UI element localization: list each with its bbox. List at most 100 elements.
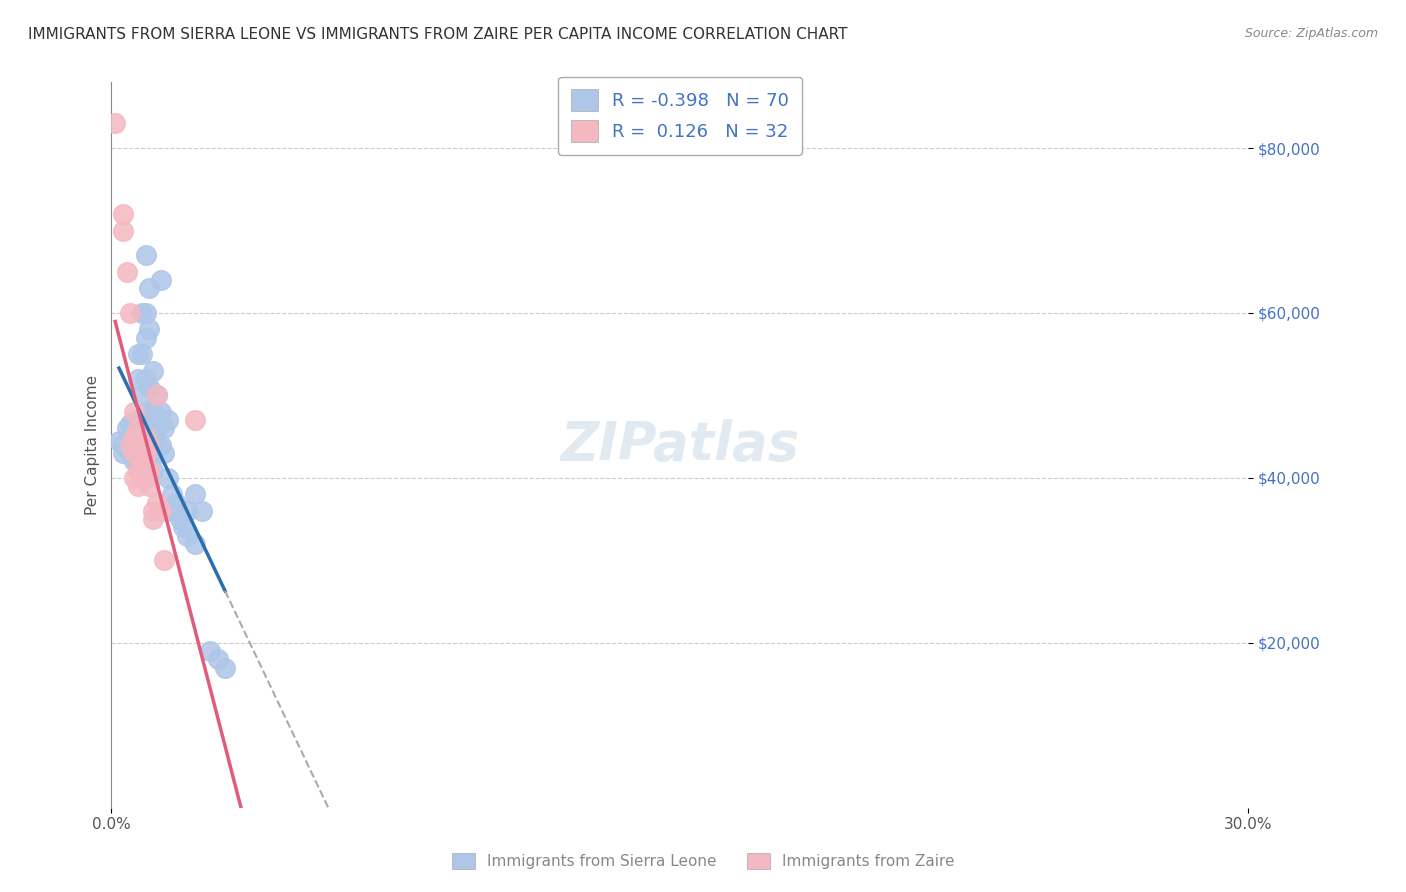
Point	[146, 388, 169, 402]
Point	[127, 347, 149, 361]
Point	[127, 463, 149, 477]
Point	[157, 471, 180, 485]
Point	[122, 430, 145, 444]
Point	[115, 421, 138, 435]
Point	[134, 372, 156, 386]
Point	[134, 438, 156, 452]
Point	[138, 438, 160, 452]
Point	[184, 413, 207, 427]
Point	[122, 471, 145, 485]
Text: IMMIGRANTS FROM SIERRA LEONE VS IMMIGRANTS FROM ZAIRE PER CAPITA INCOME CORRELAT: IMMIGRANTS FROM SIERRA LEONE VS IMMIGRAN…	[28, 27, 848, 42]
Point	[131, 454, 153, 468]
Point	[131, 471, 153, 485]
Point	[138, 463, 160, 477]
Point	[138, 479, 160, 493]
Point	[127, 458, 149, 473]
Y-axis label: Per Capita Income: Per Capita Income	[86, 375, 100, 515]
Point	[120, 438, 142, 452]
Point	[127, 446, 149, 460]
Point	[153, 553, 176, 567]
Point	[149, 273, 172, 287]
Point	[184, 487, 207, 501]
Point	[160, 487, 183, 501]
Point	[142, 512, 165, 526]
Point	[131, 421, 153, 435]
Point	[127, 413, 149, 427]
Point	[134, 430, 156, 444]
Point	[149, 504, 172, 518]
Point	[138, 281, 160, 295]
Point	[111, 223, 134, 237]
Point	[120, 438, 142, 452]
Point	[122, 446, 145, 460]
Point	[127, 372, 149, 386]
Point	[165, 495, 187, 509]
Point	[191, 504, 214, 518]
Point	[169, 512, 191, 526]
Point	[120, 306, 142, 320]
Point	[138, 438, 160, 452]
Point	[131, 434, 153, 448]
Point	[153, 421, 176, 435]
Point	[122, 446, 145, 460]
Point	[115, 265, 138, 279]
Point	[134, 248, 156, 262]
Point	[134, 446, 156, 460]
Point	[120, 446, 142, 460]
Point	[138, 380, 160, 394]
Point	[134, 471, 156, 485]
Legend: R = -0.398   N = 70, R =  0.126   N = 32: R = -0.398 N = 70, R = 0.126 N = 32	[558, 77, 801, 155]
Point	[122, 425, 145, 440]
Point	[157, 413, 180, 427]
Point	[131, 306, 153, 320]
Point	[176, 504, 198, 518]
Point	[142, 463, 165, 477]
Point	[142, 446, 165, 460]
Point	[131, 446, 153, 460]
Point	[198, 644, 221, 658]
Point	[127, 438, 149, 452]
Point	[138, 454, 160, 468]
Text: ZIPatlas: ZIPatlas	[560, 419, 800, 471]
Point	[172, 520, 194, 534]
Point	[131, 388, 153, 402]
Point	[142, 504, 165, 518]
Point	[149, 405, 172, 419]
Point	[184, 537, 207, 551]
Point	[127, 421, 149, 435]
Point	[131, 347, 153, 361]
Point	[138, 446, 160, 460]
Point	[120, 417, 142, 432]
Point	[142, 430, 165, 444]
Point	[153, 446, 176, 460]
Point	[122, 454, 145, 468]
Point	[134, 446, 156, 460]
Point	[207, 652, 229, 666]
Point	[115, 442, 138, 456]
Point	[122, 434, 145, 448]
Point	[142, 364, 165, 378]
Point	[104, 116, 127, 130]
Point	[138, 413, 160, 427]
Point	[131, 442, 153, 456]
Point	[142, 438, 165, 452]
Point	[134, 421, 156, 435]
Legend: Immigrants from Sierra Leone, Immigrants from Zaire: Immigrants from Sierra Leone, Immigrants…	[446, 847, 960, 875]
Point	[131, 454, 153, 468]
Text: Source: ZipAtlas.com: Source: ZipAtlas.com	[1244, 27, 1378, 40]
Point	[111, 446, 134, 460]
Point	[131, 438, 153, 452]
Point	[111, 438, 134, 452]
Point	[122, 405, 145, 419]
Point	[127, 479, 149, 493]
Point	[127, 446, 149, 460]
Point	[146, 421, 169, 435]
Point	[176, 528, 198, 542]
Point	[134, 405, 156, 419]
Point	[111, 207, 134, 221]
Point	[138, 322, 160, 336]
Point	[108, 434, 131, 448]
Point	[134, 306, 156, 320]
Point	[149, 438, 172, 452]
Point	[146, 495, 169, 509]
